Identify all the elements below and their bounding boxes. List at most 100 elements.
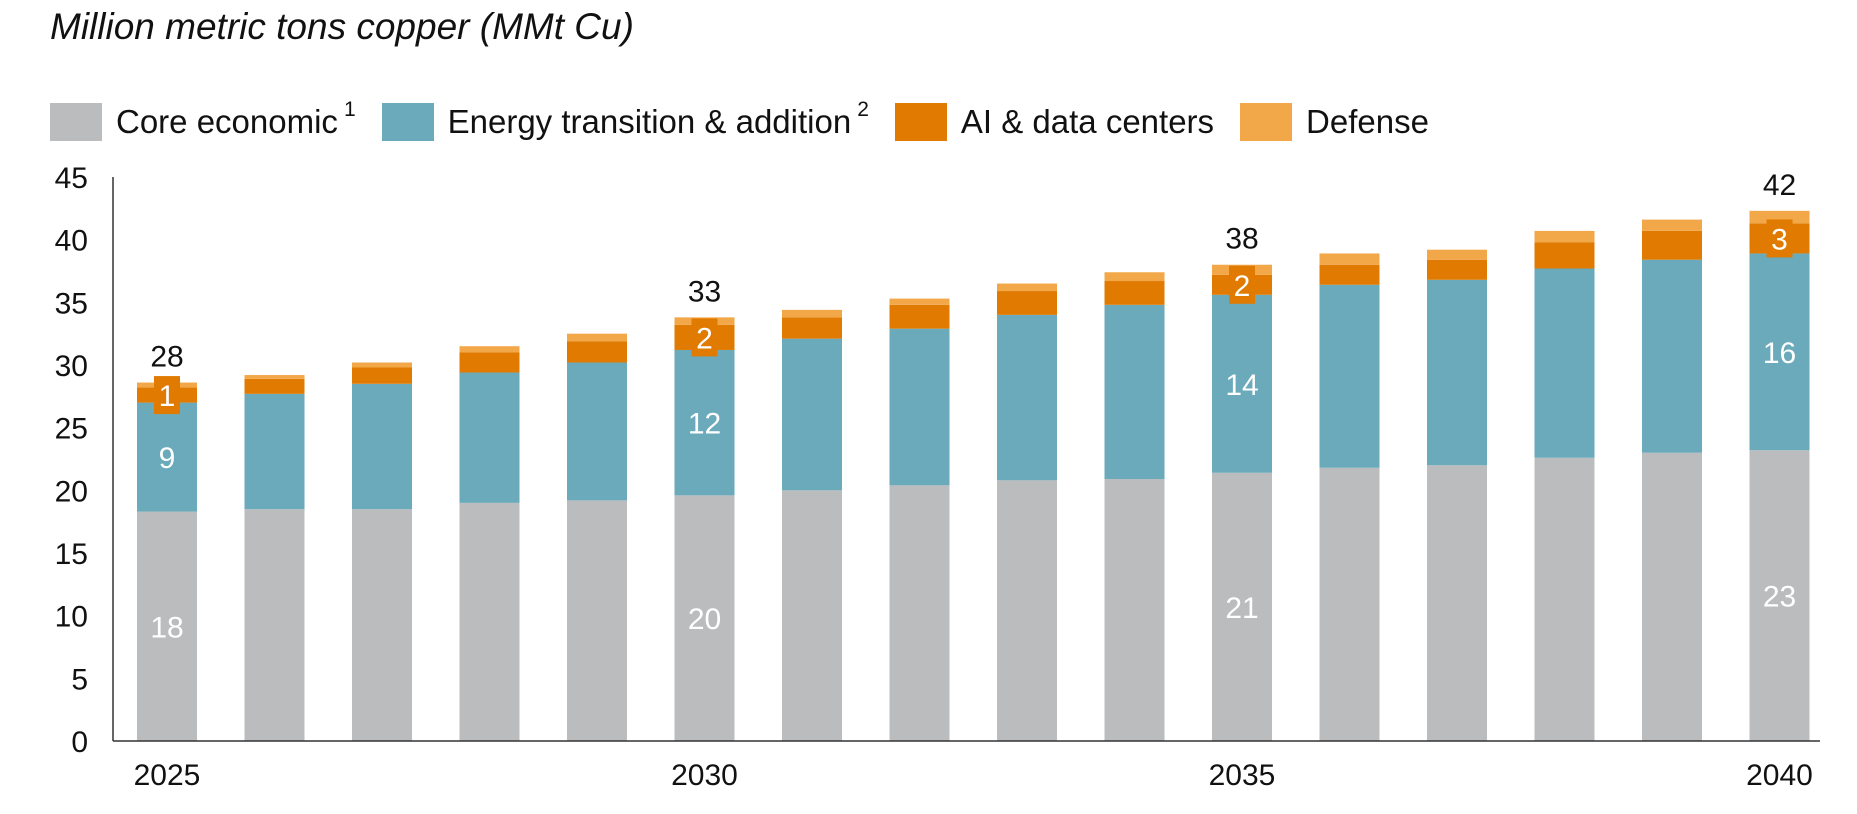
bar-segment <box>1534 457 1595 741</box>
segment-value-label: 2 <box>1234 270 1251 303</box>
segment-value-label: 14 <box>1225 369 1258 402</box>
y-tick-label: 25 <box>55 413 88 446</box>
bar-segment <box>1319 253 1380 265</box>
bar-segment <box>889 485 950 741</box>
legend-label: Energy transition & addition <box>447 103 852 140</box>
bar-segment <box>1104 304 1165 480</box>
bar-segment <box>674 495 735 741</box>
y-tick-label: 15 <box>55 538 88 571</box>
bar-segment <box>1212 294 1272 473</box>
legend-swatch <box>381 103 434 141</box>
bar-segment <box>1427 249 1487 260</box>
bar-segment <box>1534 230 1595 243</box>
legend-swatch <box>894 103 947 141</box>
bar-segment <box>244 378 305 394</box>
y-tick-label: 5 <box>71 663 88 696</box>
bar-segment <box>782 309 842 318</box>
bar-segment <box>352 509 412 741</box>
bar-segment <box>1642 452 1702 741</box>
bar-segment <box>459 502 520 741</box>
bar-segment <box>1534 242 1595 269</box>
bar-segment <box>1749 450 1810 741</box>
legend-item-energy-transition: Energy transition & addition 2 <box>381 98 869 141</box>
y-tick-label: 0 <box>71 726 88 759</box>
legend-label: Core economic <box>116 103 338 140</box>
bar-segment <box>1319 284 1380 468</box>
bar-segment <box>782 490 842 741</box>
bar-segment <box>244 509 305 741</box>
segment-value-label: 23 <box>1763 581 1796 614</box>
bar-segment <box>997 291 1057 315</box>
bar-segment <box>1534 268 1595 458</box>
bar-total-label: 33 <box>688 275 721 308</box>
bar-segment <box>997 283 1057 292</box>
bar-segment <box>1427 465 1487 741</box>
segment-value-label: 18 <box>150 611 183 644</box>
bar-segment <box>567 362 627 501</box>
bar-segment <box>567 333 627 342</box>
bar-segment <box>1427 259 1487 280</box>
x-tick-label: 2040 <box>1746 759 1813 792</box>
segment-label-badge <box>691 318 718 357</box>
bar-segment <box>459 352 520 373</box>
bar-segment <box>1749 210 1810 224</box>
bar-segment <box>1104 479 1165 741</box>
bar-segment <box>1319 264 1380 285</box>
legend-item-ai-data-centers: AI & data centers <box>894 103 1215 141</box>
x-tick-label: 2035 <box>1209 759 1276 792</box>
segment-value-label: 12 <box>688 408 721 441</box>
y-tick-label: 20 <box>55 475 88 508</box>
segment-value-label: 3 <box>1771 223 1788 256</box>
segment-label-badge <box>154 376 180 415</box>
legend-label: AI & data centers <box>960 103 1215 140</box>
bar-segment <box>567 500 627 741</box>
legend-swatch <box>50 103 102 141</box>
bar-segment <box>782 317 842 339</box>
bar-segment <box>244 375 305 379</box>
y-tick-label: 35 <box>55 287 88 320</box>
legend-item-defense: Defense <box>1240 103 1429 141</box>
bar-total-label: 38 <box>1225 223 1258 256</box>
bar-segment <box>889 328 950 486</box>
bar-segment <box>352 383 412 510</box>
bar-segment <box>1319 467 1380 741</box>
bar-segment <box>137 511 197 741</box>
bar-total-label: 28 <box>150 341 183 374</box>
bar-segment <box>782 338 842 491</box>
bar-segment <box>997 314 1057 481</box>
bar-segment <box>1642 259 1702 453</box>
segment-value-label: 1 <box>159 380 176 413</box>
bar-segment <box>1642 230 1702 260</box>
chart-subtitle: Million metric tons copper (MMt Cu) <box>50 6 634 47</box>
bar-segment <box>137 402 197 512</box>
bar-segment <box>1642 219 1702 231</box>
segment-value-label: 16 <box>1763 337 1796 370</box>
legend-footnote-marker: 1 <box>343 98 356 121</box>
legend-footnote-marker: 2 <box>857 98 869 121</box>
segment-value-label: 20 <box>688 603 721 636</box>
bar-segment <box>352 367 412 384</box>
segment-label-badge <box>1766 219 1793 258</box>
segment-value-label: 21 <box>1225 592 1258 625</box>
x-tick-label: 2025 <box>134 759 201 792</box>
y-tick-label: 45 <box>55 162 88 195</box>
bar-segment <box>674 349 735 496</box>
bar-segment <box>1749 253 1810 451</box>
bar-segment <box>997 480 1057 741</box>
bar-total-label: 42 <box>1763 169 1796 202</box>
legend-swatch <box>1240 103 1293 141</box>
bar-segment <box>459 346 520 353</box>
bar-segment <box>1104 272 1165 282</box>
y-tick-label: 10 <box>55 601 88 634</box>
segment-value-label: 9 <box>159 442 176 475</box>
bar-segment <box>889 304 950 329</box>
bar-segment <box>1212 472 1272 741</box>
bar-segment <box>1427 279 1487 466</box>
bar-segment <box>889 298 950 305</box>
x-tick-label: 2030 <box>671 759 738 792</box>
bar-segment <box>244 393 305 510</box>
segment-value-label: 2 <box>696 322 713 355</box>
legend-label: Defense <box>1306 103 1429 140</box>
bar-segment <box>567 341 627 363</box>
